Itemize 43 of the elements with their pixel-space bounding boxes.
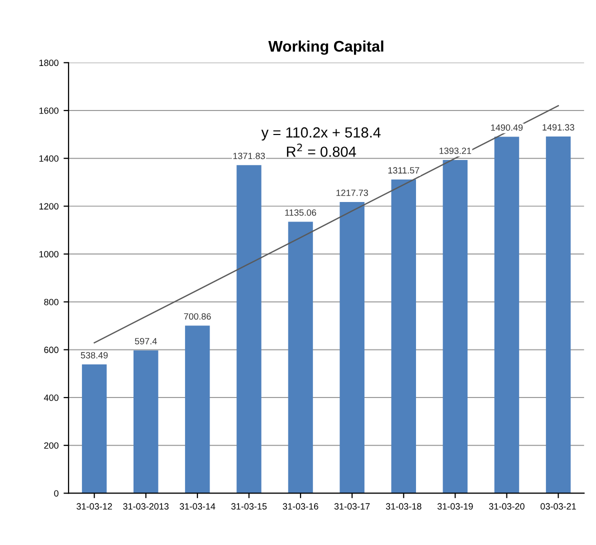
y-tick-label: 1200: [39, 203, 58, 210]
y-tick-label: 1600: [39, 107, 58, 114]
x-tick-label: 31-03-2013: [123, 503, 169, 510]
data-label: 1217.73: [336, 190, 368, 196]
x-tick-label: 03-03-21: [540, 503, 576, 510]
bar: [82, 364, 107, 494]
bar: [288, 222, 313, 494]
bar: [185, 326, 210, 494]
bar: [546, 136, 571, 494]
data-label: 1393.21: [440, 148, 472, 154]
x-tick-label: 31-03-15: [231, 503, 267, 510]
data-label: 1490.49: [491, 124, 523, 131]
bar: [442, 160, 468, 494]
y-tick-label: 1000: [39, 251, 58, 258]
x-tick-label: 31-03-17: [334, 503, 370, 510]
data-label: 538.49: [80, 352, 108, 358]
bar: [236, 165, 262, 494]
y-tick-label: 600: [44, 346, 58, 354]
annotation: R$^{2}$ = 0.804: [286, 144, 356, 157]
bar: [340, 202, 364, 494]
data-label: 1371.83: [233, 152, 265, 160]
x-tick-label: 31-03-19: [437, 503, 473, 510]
data-label: 1311.57: [388, 167, 420, 174]
annotation: y = 110.2x + 518.4: [261, 127, 381, 141]
x-tick-label: 31-03-20: [489, 503, 524, 510]
data-label: 597.4: [134, 338, 157, 344]
y-tick-label: 800: [44, 298, 58, 306]
y-tick-label: 1800: [39, 60, 58, 66]
data-label: 1491.33: [542, 124, 574, 131]
y-tick-label: 1400: [39, 155, 58, 162]
y-tick-label: 400: [44, 394, 58, 401]
y-tick-label: 0: [54, 490, 58, 497]
bar: [391, 180, 416, 494]
data-label: 1135.06: [285, 209, 316, 216]
x-tick-label: 31-03-14: [180, 503, 216, 510]
x-tick-label: 31-03-16: [282, 503, 318, 510]
x-tick-label: 31-03-18: [386, 503, 422, 510]
bar: [134, 350, 158, 494]
chart-title: Working Capital: [268, 40, 384, 55]
data-label: 700.86: [184, 313, 211, 320]
y-tick-label: 200: [44, 442, 58, 449]
x-tick-label: 31-03-12: [76, 503, 112, 510]
bar: [494, 136, 520, 494]
